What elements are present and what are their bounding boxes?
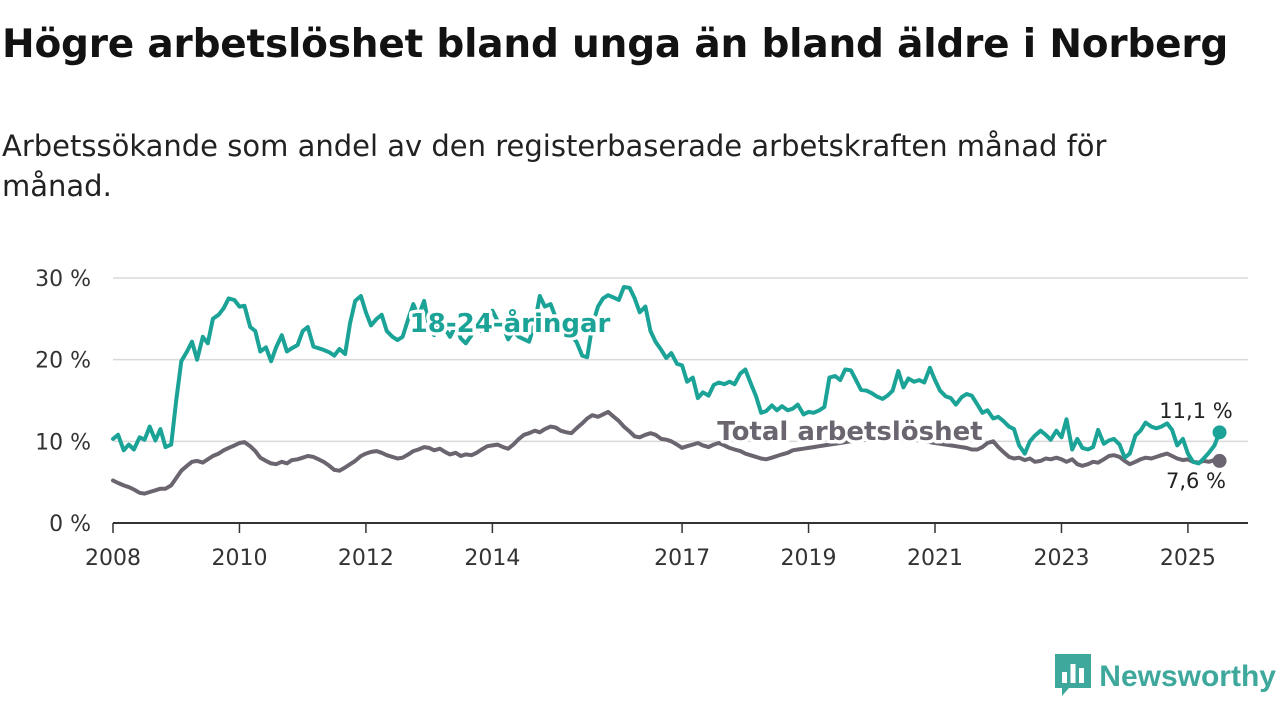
end-point-total [1212, 453, 1227, 468]
chart-title: Högre arbetslöshet bland unga än bland ä… [2, 22, 1229, 67]
x-tick-label: 2019 [781, 546, 837, 571]
x-tick-label: 2021 [907, 546, 963, 571]
x-tick-label: 2025 [1160, 546, 1216, 571]
series-line-total [111, 409, 1222, 496]
x-tick-label: 2014 [464, 546, 520, 571]
y-tick-label: 0 % [49, 512, 91, 537]
end-label-total: 7,6 % [1166, 469, 1226, 493]
series-label-youth: 18-24-åringar [410, 307, 611, 339]
end-label-youth: 11,1 % [1159, 399, 1232, 423]
chart-subtitle: Arbetssökande som andel av den registerb… [2, 129, 1107, 203]
x-tick-label: 2017 [654, 546, 710, 571]
line-chart: 0 % 10 % 20 % 30 % 2008 2010 2012 2014 2017 2019 2… [35, 267, 1248, 571]
x-tick-label: 2012 [338, 546, 394, 571]
x-tick-label: 2023 [1033, 546, 1089, 571]
bar-chart-logo-icon [1055, 654, 1092, 700]
series-line-youth [111, 285, 1222, 466]
y-tick-label: 30 % [35, 267, 91, 292]
y-tick-label: 20 % [35, 349, 91, 374]
x-tick-label: 2008 [85, 546, 141, 571]
x-tick-label: 2010 [211, 546, 267, 571]
brand-logo[interactable]: Newsworthy [1055, 654, 1276, 700]
brand-name: Newsworthy [1099, 660, 1276, 693]
series-label-total: Total arbetslöshet [717, 417, 982, 447]
y-tick-label: 10 % [35, 430, 91, 455]
end-point-youth [1212, 425, 1227, 440]
